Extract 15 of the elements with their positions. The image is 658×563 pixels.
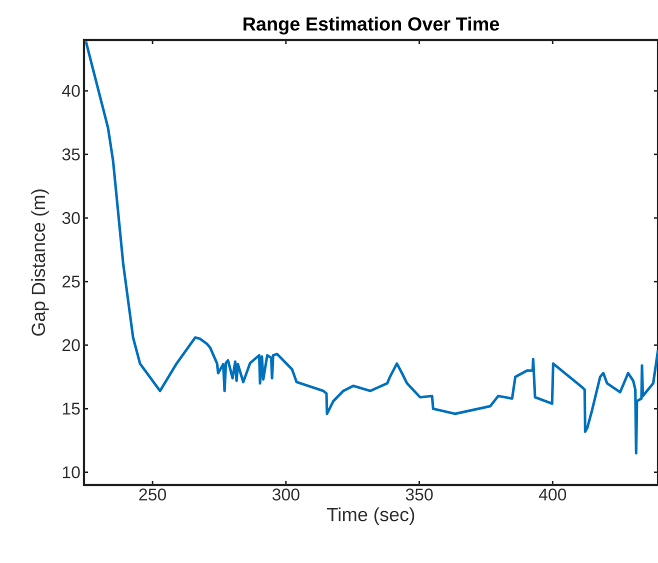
y-tick-label: 30 xyxy=(62,212,80,224)
y-tick-label: 25 xyxy=(62,276,80,288)
line-series xyxy=(84,40,658,455)
x-tick-label: 400 xyxy=(538,488,566,501)
y-tick-label: 35 xyxy=(62,148,80,160)
chart-title: Range Estimation Over Time xyxy=(244,16,500,34)
y-tick-label: 20 xyxy=(62,339,80,352)
x-tick-label: 300 xyxy=(272,488,300,501)
y-tick-label: 15 xyxy=(62,402,80,415)
y-tick-label: 40 xyxy=(62,84,80,97)
x-tick-label: 250 xyxy=(139,488,166,501)
y-tick-label: 10 xyxy=(62,466,80,478)
x-tick-label: 350 xyxy=(406,488,433,501)
y-axis-title: Gap Distance (m) xyxy=(31,190,49,336)
x-axis-title: Time (sec) xyxy=(327,507,414,525)
